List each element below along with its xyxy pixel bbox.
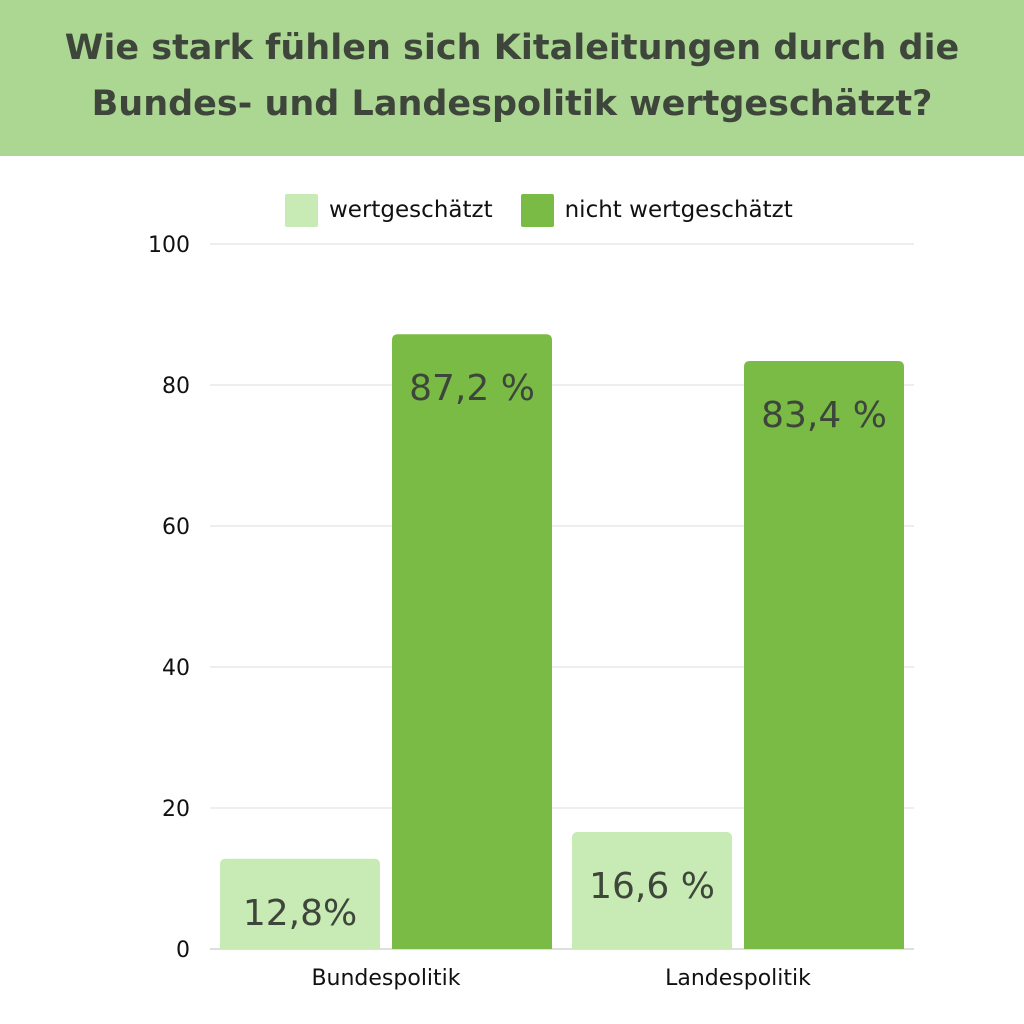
data-label: 83,4 % xyxy=(761,395,887,436)
legend-label-nicht-wertgeschaetzt: nicht wertgeschätzt xyxy=(564,197,793,223)
title-banner: Wie stark fühlen sich Kitaleitungen durc… xyxy=(0,0,1024,156)
y-tick-label: 80 xyxy=(162,374,190,399)
y-tick-label: 60 xyxy=(162,515,190,540)
y-tick-label: 20 xyxy=(162,797,190,822)
legend-item-nicht-wertgeschaetzt: nicht wertgeschätzt xyxy=(520,193,793,227)
legend-swatch-wertgeschaetzt xyxy=(285,193,318,227)
x-tick-label: Landespolitik xyxy=(665,966,811,991)
bar xyxy=(220,858,380,949)
x-tick-label: Bundespolitik xyxy=(311,966,460,991)
legend-label-wertgeschaetzt: wertgeschätzt xyxy=(329,197,493,223)
data-label: 12,8% xyxy=(243,893,357,934)
legend-swatch-nicht-wertgeschaetzt xyxy=(520,193,554,227)
bar xyxy=(744,361,904,949)
data-label: 16,6 % xyxy=(589,866,715,907)
legend-item-wertgeschaetzt: wertgeschätzt xyxy=(285,193,493,227)
chart-title: Wie stark fühlen sich Kitaleitungen durc… xyxy=(64,28,960,124)
data-label: 87,2 % xyxy=(409,368,535,409)
y-tick-label: 40 xyxy=(162,656,190,681)
y-tick-label: 100 xyxy=(148,233,190,258)
legend: wertgeschätzt nicht wertgeschätzt xyxy=(285,192,821,228)
bar xyxy=(572,831,732,949)
bar xyxy=(392,334,552,949)
y-tick-label: 0 xyxy=(176,938,190,963)
